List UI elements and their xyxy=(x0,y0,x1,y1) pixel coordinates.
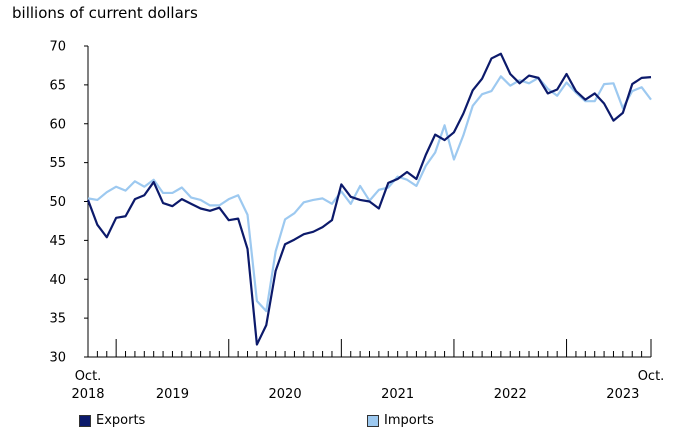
legend-swatch-exports xyxy=(79,414,91,427)
y-tick-label-60: 60 xyxy=(49,117,66,132)
legend-label-exports: Exports xyxy=(96,413,146,428)
y-tick-label-65: 65 xyxy=(49,78,66,93)
series-line-exports xyxy=(86,52,652,346)
x-tick-label-5-1: 2023 xyxy=(606,387,639,402)
x-tick-label-3-1: 2021 xyxy=(381,387,414,402)
tick-labels: 30 35 40 45 50 55 60 65 70 Oct. 2018 2019 2020 2021 20… xyxy=(49,40,664,403)
y-axis-unit-label: billions of current dollars xyxy=(12,4,198,22)
legend-item-exports: Exports xyxy=(79,413,145,428)
series-layer xyxy=(86,52,652,346)
y-tick-label-70: 70 xyxy=(49,40,66,55)
legend-label-imports: Imports xyxy=(384,413,434,428)
y-tick-label-40: 40 xyxy=(49,273,66,288)
x-tick-label-0-0: Oct. xyxy=(75,369,102,384)
y-tick-label-35: 35 xyxy=(49,312,66,327)
x-tick-label-0-1: 2018 xyxy=(71,387,104,402)
series-line-imports xyxy=(87,75,652,313)
y-tick-label-45: 45 xyxy=(49,234,66,249)
x-tick-label-2-1: 2020 xyxy=(269,387,302,402)
y-tick-label-55: 55 xyxy=(49,156,66,171)
x-tick-label-6-0: Oct. xyxy=(638,369,665,384)
x-tick-label-1-1: 2019 xyxy=(156,387,189,402)
y-tick-label-50: 50 xyxy=(49,195,66,210)
y-tick-label-30: 30 xyxy=(49,351,66,366)
legend-item-imports: Imports xyxy=(367,413,434,428)
x-tick-label-4-1: 2022 xyxy=(494,387,527,402)
legend-swatch-imports xyxy=(367,414,379,427)
